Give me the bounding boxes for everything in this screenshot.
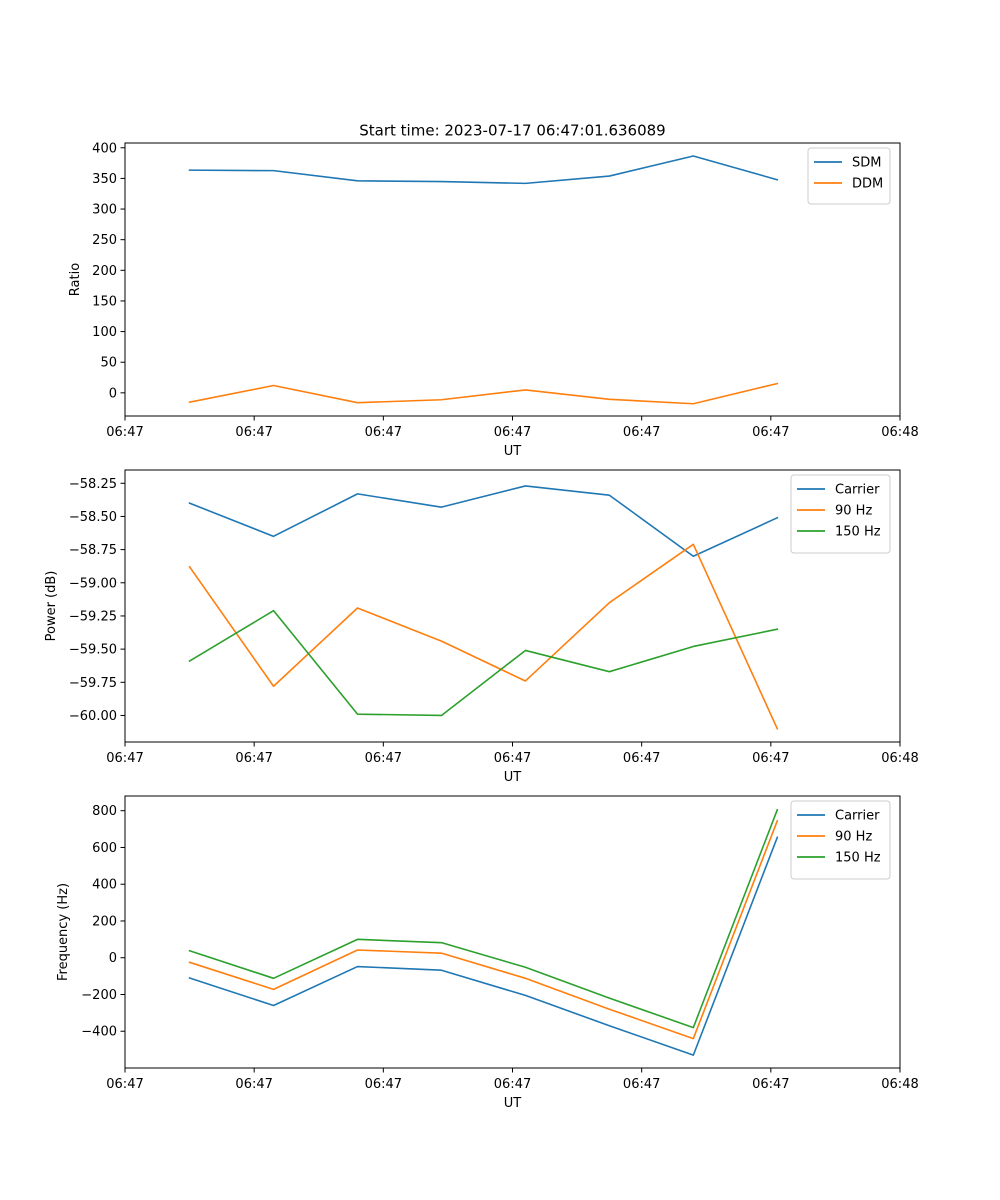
x-tick-label: 06:47 [235, 425, 272, 440]
x-tick-label: 06:48 [881, 1077, 918, 1092]
panel-2: −60.00 −59.75 −59.50 −59.25 −59.00 −58.75 −58.… [44, 469, 919, 785]
x-axis-label: UT [504, 444, 522, 459]
x-tick-label: 06:47 [494, 1077, 531, 1092]
x-tick-label: 06:47 [494, 425, 531, 440]
legend-label: 150 Hz [835, 851, 881, 866]
y-tick-label: −60.00 [69, 709, 117, 724]
y-axis-label: Frequency (Hz) [56, 883, 71, 981]
legend-box [790, 474, 891, 554]
panel-1: 0 50 100 150 200 250 300 350 400 06:47 06:47 06:47 0… [68, 141, 919, 459]
x-tick-label: 06:47 [752, 751, 789, 766]
series-line-150-hz [188, 808, 779, 1029]
figure-title: Start time: 2023-07-17 06:47:01.636089 [359, 122, 665, 140]
legend-label: Carrier [835, 483, 880, 498]
y-tick-label: 200 [92, 264, 117, 279]
y-tick-label: −59.00 [69, 576, 117, 591]
x-tick-label: 06:47 [752, 425, 789, 440]
x-axis-label: UT [504, 1096, 522, 1111]
y-tick-label: 400 [92, 141, 117, 156]
x-tick-label: 06:47 [623, 751, 660, 766]
y-tick-label: 200 [92, 914, 117, 929]
y-tick-label: 350 [92, 172, 117, 187]
y-tick-label: −58.75 [69, 543, 117, 558]
series-line-carrier [188, 485, 779, 558]
legend-label: 90 Hz [835, 504, 872, 519]
x-tick-label: 06:48 [881, 751, 918, 766]
y-tick-label: −200 [81, 988, 117, 1003]
x-axis-label: UT [504, 770, 522, 785]
y-tick-label: −58.50 [69, 510, 117, 525]
y-tick-label: −59.75 [69, 676, 117, 691]
y-tick-label: −59.25 [69, 609, 117, 624]
x-tick-label: 06:47 [106, 1077, 143, 1092]
series-line-90-hz [188, 543, 779, 730]
panel-3: −400 −200 0 200 400 600 800 06:47 06:47 06:47 06:4… [56, 795, 919, 1111]
series-line-90-hz [188, 819, 779, 1040]
series-line-carrier [188, 836, 779, 1056]
series-line-sdm [188, 155, 779, 185]
axes-frame [124, 469, 901, 743]
x-tick-label: 06:48 [881, 425, 918, 440]
y-tick-label: −400 [81, 1025, 117, 1040]
y-axis-label: Ratio [68, 263, 83, 296]
y-tick-label: 100 [92, 325, 117, 340]
x-tick-label: 06:47 [365, 425, 402, 440]
y-tick-label: 300 [92, 203, 117, 218]
x-tick-label: 06:47 [235, 751, 272, 766]
legend-label: DDM [852, 177, 883, 192]
y-tick-label: 0 [109, 951, 117, 966]
axes-frame [124, 795, 901, 1069]
series-line-150-hz [188, 609, 779, 717]
y-tick-label: 400 [92, 878, 117, 893]
legend: Carrier 90 Hz 150 Hz [790, 800, 891, 880]
x-tick-label: 06:47 [365, 1077, 402, 1092]
legend: Carrier 90 Hz 150 Hz [790, 474, 891, 554]
x-tick-label: 06:47 [235, 1077, 272, 1092]
y-axis-label: Power (dB) [44, 571, 59, 642]
x-tick-label: 06:47 [106, 425, 143, 440]
legend: SDM DDM [807, 147, 891, 205]
x-tick-label: 06:47 [623, 1077, 660, 1092]
x-tick-label: 06:47 [623, 425, 660, 440]
y-tick-label: 0 [109, 386, 117, 401]
y-tick-label: 150 [92, 294, 117, 309]
axes-frame [124, 142, 901, 417]
y-tick-label: 800 [92, 804, 117, 819]
x-tick-label: 06:47 [494, 751, 531, 766]
y-tick-label: −58.25 [69, 477, 117, 492]
legend-label: 90 Hz [835, 830, 872, 845]
panels: 0 50 100 150 200 250 300 350 400 06:47 06:47 06:47 0… [44, 141, 919, 1111]
x-tick-label: 06:47 [106, 751, 143, 766]
x-tick-label: 06:47 [752, 1077, 789, 1092]
legend-box [790, 800, 891, 880]
legend-label: SDM [852, 156, 881, 171]
series-line-ddm [188, 382, 779, 405]
y-tick-label: −59.50 [69, 643, 117, 658]
y-tick-label: 250 [92, 233, 117, 248]
legend-label: Carrier [835, 809, 880, 824]
y-tick-label: 600 [92, 841, 117, 856]
x-tick-label: 06:47 [365, 751, 402, 766]
legend-label: 150 Hz [835, 525, 881, 540]
y-tick-label: 50 [100, 356, 117, 371]
